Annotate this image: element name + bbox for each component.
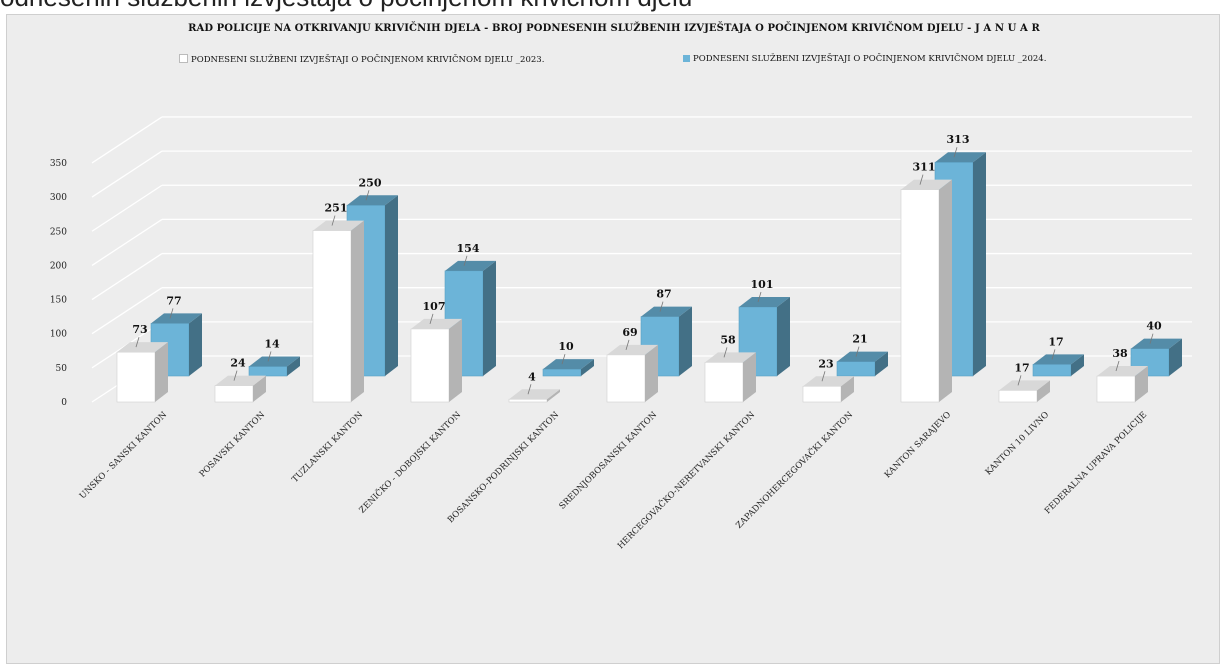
x-tick-label: KANTON SARAJEVO <box>883 410 953 480</box>
bar-2023-5 <box>606 344 658 403</box>
bar-2024-1 <box>248 356 300 377</box>
data-label-2023-2: 251 <box>325 202 348 215</box>
bar-2024-3 <box>444 260 496 377</box>
data-label-leader <box>625 339 630 350</box>
data-label-2024-3: 154 <box>457 242 480 255</box>
data-label-leader <box>1149 333 1154 344</box>
data-label-leader <box>757 291 762 303</box>
data-label-2023-4: 4 <box>528 370 536 383</box>
legend-entry-2023: PODNESENI SLUŽBENI IZVJEŠTAJI O POČINJEN… <box>179 54 544 65</box>
data-label-2023-5: 69 <box>622 326 637 339</box>
bar-2023-3 <box>410 318 462 403</box>
bar-chart: 0 50 100 150 200 250 300 350 77 14 250 154 10 87 101 21… <box>50 116 1192 551</box>
bar-2023-9 <box>998 380 1050 403</box>
bar-2024-10 <box>1130 338 1182 377</box>
legend-label-2023: PODNESENI SLUŽBENI IZVJEŠTAJI O POČINJEN… <box>191 55 545 65</box>
data-label-2024-0: 77 <box>166 294 181 307</box>
data-label-leader <box>365 190 370 201</box>
y-tick-label: 150 <box>50 296 67 306</box>
gridline-7 <box>91 116 1192 164</box>
data-label-leader <box>561 354 566 365</box>
data-label-2024-10: 40 <box>1146 320 1162 333</box>
data-label-2023-3: 107 <box>423 300 446 313</box>
gridline-6 <box>91 150 1192 198</box>
bar-2024-7 <box>836 351 888 377</box>
data-label-leader <box>821 371 826 382</box>
gridline-3 <box>91 252 1192 301</box>
data-label-2024-5: 87 <box>656 288 671 301</box>
data-label-leader <box>463 255 468 266</box>
legend-label-2024: PODNESENI SLUŽBENI IZVJEŠTAJI O POČINJEN… <box>693 54 1047 64</box>
data-label-leader <box>1017 375 1022 386</box>
x-tick-label: UNSKO - SANSKI KANTON <box>78 410 170 502</box>
legend-swatch-2024 <box>683 55 690 62</box>
x-tick-label: BOSANSKO-PODRINJSKI KANTON <box>446 410 562 526</box>
x-tick-label: ZENIČKO - DOBOJSKI KANTON <box>356 408 463 515</box>
x-tick-label: POSAVSKI KANTON <box>198 410 268 480</box>
data-label-2024-7: 21 <box>852 333 867 346</box>
data-label-2023-7: 23 <box>818 357 833 370</box>
y-tick-label: 0 <box>61 398 67 408</box>
data-label-leader <box>233 370 238 381</box>
y-tick-label: 250 <box>50 227 67 237</box>
bar-2023-1 <box>214 375 266 403</box>
data-label-2024-8: 313 <box>947 133 970 146</box>
data-label-leader <box>1051 349 1056 360</box>
bar-2023-2 <box>312 220 364 403</box>
bar-2023-6 <box>704 352 756 403</box>
bar-2023-8 <box>900 179 952 403</box>
x-tick-label: KANTON 10 LIVNO <box>984 410 1051 477</box>
bar-2024-4 <box>542 359 594 377</box>
x-tick-label: ZAPADNOHERCEGOVAČKI KANTON <box>733 408 856 531</box>
data-label-leader <box>331 215 336 226</box>
data-label-2024-2: 250 <box>359 176 382 189</box>
data-label-leader <box>919 174 924 185</box>
legend-swatch-2023 <box>179 54 188 63</box>
bar-2023-10 <box>1096 366 1148 403</box>
data-label-2023-6: 58 <box>720 333 736 346</box>
data-label-leader <box>855 346 860 357</box>
bar-2023-4 <box>508 389 560 403</box>
data-label-2023-0: 73 <box>132 323 147 336</box>
y-tick-label: 200 <box>50 261 67 271</box>
y-tick-label: 350 <box>50 159 67 169</box>
bar-2023-7 <box>802 376 854 403</box>
chart-panel: RAD POLICIJE NA OTKRIVANJU KRIVIČNIH DJE… <box>6 14 1220 664</box>
data-label-2023-10: 38 <box>1112 347 1128 360</box>
data-label-leader <box>659 301 664 312</box>
x-tick-label: TUZLANSKI KANTON <box>290 410 365 485</box>
data-label-leader <box>169 308 174 319</box>
data-label-leader <box>267 351 272 362</box>
data-label-2023-8: 311 <box>913 161 936 174</box>
x-tick-label: SREDNJOBOSANSKI KANTON <box>557 410 659 512</box>
y-tick-label: 300 <box>50 193 67 203</box>
data-label-leader <box>429 313 434 325</box>
data-label-leader <box>527 384 532 395</box>
data-label-2023-1: 24 <box>230 357 246 370</box>
x-tick-label: FEDERALNA UPRAVA POLICIJE <box>1043 410 1149 516</box>
bar-2023-0 <box>116 342 168 403</box>
chart-title: RAD POLICIJE NA OTKRIVANJU KRIVIČNIH DJE… <box>188 23 1040 34</box>
y-tick-label: 100 <box>50 330 67 340</box>
bar-2024-9 <box>1032 354 1084 377</box>
data-label-2024-1: 14 <box>264 337 280 350</box>
data-label-leader <box>723 347 728 358</box>
data-label-leader <box>953 147 958 158</box>
data-label-2024-4: 10 <box>558 340 574 353</box>
gridline-4 <box>91 218 1192 266</box>
data-label-leader <box>1115 360 1120 372</box>
page-top-text: odnesenih službenih izvještaja o počinje… <box>0 0 692 14</box>
legend-entry-2024: PODNESENI SLUŽBENI IZVJEŠTAJI O POČINJEN… <box>683 54 1046 64</box>
data-label-leader <box>135 337 140 348</box>
data-label-2024-6: 101 <box>751 278 774 291</box>
data-label-2023-9: 17 <box>1014 361 1029 374</box>
gridline-5 <box>91 184 1192 232</box>
data-label-2024-9: 17 <box>1048 335 1063 348</box>
y-tick-label: 50 <box>56 364 68 374</box>
